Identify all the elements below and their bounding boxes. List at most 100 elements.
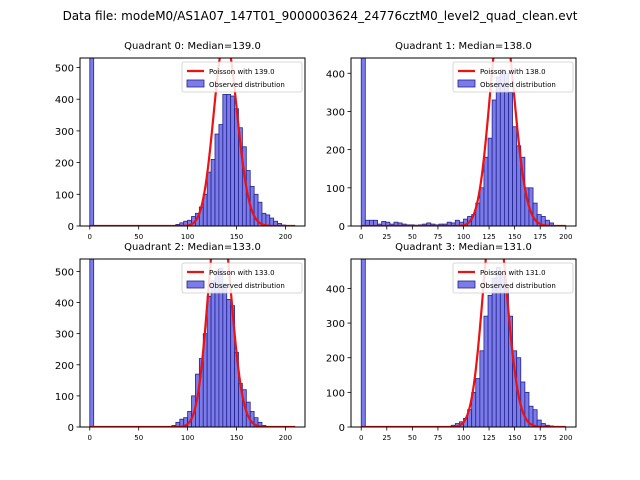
legend-label-poisson: Poisson with 133.0 <box>209 269 275 277</box>
subplot-title: Quadrant 0: Median=139.0 <box>124 41 261 52</box>
axes-frame <box>79 258 306 428</box>
legend-label-poisson: Poisson with 131.0 <box>480 269 546 277</box>
histogram-bar <box>483 156 489 226</box>
x-tick-label: 150 <box>230 233 243 241</box>
legend-bar-swatch <box>457 79 476 88</box>
y-tick-label: 0 <box>68 222 74 233</box>
y-tick-label: 400 <box>326 284 345 295</box>
y-tick-label: 400 <box>326 69 345 80</box>
x-tick-label: 0 <box>359 233 363 241</box>
histogram-bar <box>508 91 513 226</box>
x-tick-label: 50 <box>408 434 417 442</box>
histogram-bar <box>487 137 493 226</box>
legend: Poisson with 138.0 Observed distribution <box>452 61 574 93</box>
legend-label-observed: Observed distribution <box>209 81 285 89</box>
x-tick-label: 75 <box>433 434 442 442</box>
subplot-grid: Quadrant 0: Median=139.0 0 50 100 150 200 0 100… <box>55 41 577 442</box>
x-tick-label: 100 <box>457 434 470 442</box>
x-tick-label: 0 <box>359 434 363 442</box>
x-tick-label: 125 <box>482 434 495 442</box>
histogram-bar <box>89 58 95 226</box>
y-tick-label: 300 <box>55 127 74 138</box>
y-tick-label: 100 <box>55 190 74 201</box>
histogram-bar <box>499 274 505 427</box>
y-tick-label: 300 <box>326 319 345 330</box>
axes-frame <box>79 57 306 227</box>
histogram-bar <box>89 259 95 427</box>
y-tick-label: 200 <box>326 146 345 157</box>
x-tick-label: 25 <box>382 233 391 241</box>
plot-area <box>360 259 566 427</box>
subplot-title: Quadrant 2: Median=133.0 <box>124 242 261 253</box>
legend: Poisson with 131.0 Observed distribution <box>452 262 574 294</box>
histogram-bar <box>487 294 493 427</box>
histogram-bar <box>479 350 485 427</box>
y-tick-label: 500 <box>55 64 74 75</box>
histogram-bar <box>479 187 485 226</box>
subplot-quadrant-0: Quadrant 0: Median=139.0 0 50 100 150 200 0 100… <box>55 41 306 241</box>
x-tick-label: 100 <box>181 233 194 241</box>
poisson-fit-line <box>361 259 566 427</box>
poisson-fit-line <box>89 58 296 226</box>
y-tick-label: 200 <box>326 354 345 365</box>
y-tick-label: 100 <box>55 392 74 403</box>
x-tick-label: 75 <box>433 233 442 241</box>
y-tick-label: 0 <box>339 423 345 434</box>
x-tick-label: 100 <box>181 434 194 442</box>
legend-box <box>181 61 303 93</box>
histogram-bar <box>230 95 235 226</box>
histogram-bar <box>475 378 481 427</box>
y-tick-label: 500 <box>55 267 74 278</box>
subplot-quadrant-2: Quadrant 2: Median=133.0 0 50 100 150 200 0 100… <box>55 242 306 442</box>
legend: Poisson with 133.0 Observed distribution <box>181 262 303 294</box>
plot-area <box>89 259 296 427</box>
x-tick-label: 150 <box>508 233 521 241</box>
y-tick-label: 100 <box>326 388 345 399</box>
plot-area <box>360 58 566 226</box>
subplot-title: Quadrant 1: Median=138.0 <box>395 41 532 52</box>
histogram-bar <box>218 124 224 226</box>
histogram-bar <box>360 58 366 226</box>
x-tick-label: 200 <box>559 434 572 442</box>
histogram-bar <box>504 72 509 226</box>
histogram-bar <box>360 259 366 427</box>
legend-label-poisson: Poisson with 138.0 <box>480 68 546 76</box>
histogram-bar <box>214 271 220 427</box>
histogram-bar <box>491 277 497 427</box>
histogram-bar <box>512 126 518 226</box>
legend-label-observed: Observed distribution <box>480 81 556 89</box>
y-tick-label: 200 <box>55 159 74 170</box>
x-tick-label: 175 <box>534 233 547 241</box>
legend-box <box>181 262 303 294</box>
x-tick-label: 0 <box>88 233 92 241</box>
x-tick-label: 175 <box>534 434 547 442</box>
subplot-quadrant-1: Quadrant 1: Median=138.0 0 25 50 75 100 125 150… <box>326 41 577 241</box>
histogram-bar <box>206 171 212 226</box>
x-tick-label: 50 <box>134 434 143 442</box>
x-tick-label: 25 <box>382 434 391 442</box>
legend-bar-swatch <box>457 280 476 289</box>
histogram-bar <box>499 69 505 226</box>
histogram-bar <box>491 99 497 226</box>
x-tick-label: 200 <box>559 233 572 241</box>
histogram-bar <box>226 94 232 226</box>
legend-box <box>452 262 574 294</box>
histogram-bar <box>483 315 489 427</box>
legend-label-poisson: Poisson with 139.0 <box>209 68 275 76</box>
histogram-bar <box>222 283 228 427</box>
y-tick-label: 300 <box>326 107 345 118</box>
poisson-fit-line <box>361 58 566 226</box>
y-tick-label: 400 <box>55 95 74 106</box>
x-tick-label: 150 <box>230 434 243 442</box>
histogram-bar <box>210 159 216 226</box>
y-tick-label: 300 <box>55 330 74 341</box>
x-tick-label: 50 <box>134 233 143 241</box>
histogram-bar <box>257 421 263 427</box>
x-tick-label: 200 <box>279 434 292 442</box>
histogram-bar <box>226 299 232 427</box>
legend-label-observed: Observed distribution <box>480 282 556 290</box>
histogram-bar <box>495 76 501 226</box>
x-tick-label: 50 <box>408 233 417 241</box>
subplot-quadrant-3: Quadrant 3: Median=131.0 0 25 50 75 100 125 150… <box>326 242 577 442</box>
legend-box <box>452 61 574 93</box>
